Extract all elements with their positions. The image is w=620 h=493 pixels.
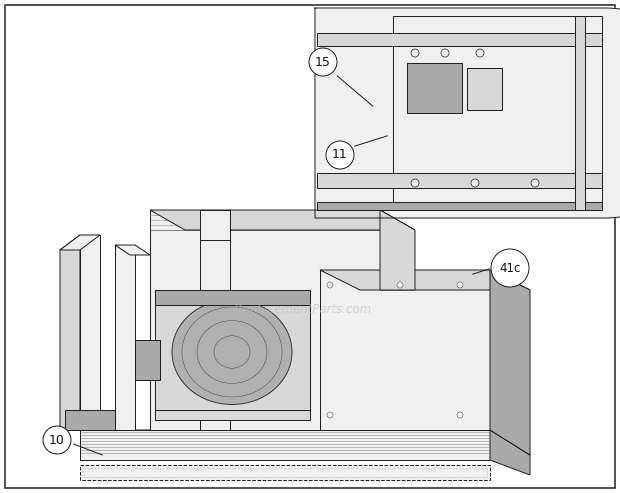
Polygon shape bbox=[155, 290, 310, 415]
Text: eReplacementParts.com: eReplacementParts.com bbox=[228, 304, 372, 317]
Circle shape bbox=[457, 412, 463, 418]
Polygon shape bbox=[115, 245, 150, 255]
Circle shape bbox=[397, 282, 403, 288]
Text: 41c: 41c bbox=[499, 261, 521, 275]
Polygon shape bbox=[80, 465, 490, 480]
Circle shape bbox=[457, 282, 463, 288]
Circle shape bbox=[441, 49, 449, 57]
Polygon shape bbox=[60, 235, 80, 430]
Polygon shape bbox=[490, 430, 530, 475]
Polygon shape bbox=[200, 210, 230, 240]
Polygon shape bbox=[135, 340, 160, 380]
Polygon shape bbox=[490, 270, 530, 455]
Circle shape bbox=[43, 426, 71, 454]
Circle shape bbox=[531, 179, 539, 187]
Circle shape bbox=[411, 49, 419, 57]
Polygon shape bbox=[317, 202, 602, 210]
Circle shape bbox=[471, 179, 479, 187]
Circle shape bbox=[476, 49, 484, 57]
Circle shape bbox=[326, 141, 354, 169]
Polygon shape bbox=[380, 210, 415, 290]
Polygon shape bbox=[150, 210, 415, 230]
Polygon shape bbox=[315, 8, 620, 218]
Polygon shape bbox=[317, 33, 602, 46]
Polygon shape bbox=[115, 245, 135, 430]
Circle shape bbox=[327, 412, 333, 418]
Polygon shape bbox=[65, 410, 115, 430]
Polygon shape bbox=[317, 173, 602, 188]
Polygon shape bbox=[467, 68, 502, 110]
Circle shape bbox=[327, 282, 333, 288]
Polygon shape bbox=[320, 270, 490, 430]
Polygon shape bbox=[575, 16, 585, 210]
Circle shape bbox=[491, 249, 529, 287]
Polygon shape bbox=[80, 430, 490, 460]
Polygon shape bbox=[80, 430, 530, 455]
Polygon shape bbox=[60, 235, 100, 250]
Polygon shape bbox=[393, 16, 602, 210]
Ellipse shape bbox=[172, 300, 292, 404]
Polygon shape bbox=[155, 290, 310, 305]
Polygon shape bbox=[407, 63, 462, 113]
Polygon shape bbox=[80, 235, 100, 430]
Text: 11: 11 bbox=[332, 148, 348, 162]
Polygon shape bbox=[150, 210, 380, 430]
Circle shape bbox=[309, 48, 337, 76]
Polygon shape bbox=[320, 270, 530, 290]
Text: 10: 10 bbox=[49, 433, 65, 447]
Circle shape bbox=[411, 179, 419, 187]
Polygon shape bbox=[155, 410, 310, 420]
Text: 15: 15 bbox=[315, 56, 331, 69]
